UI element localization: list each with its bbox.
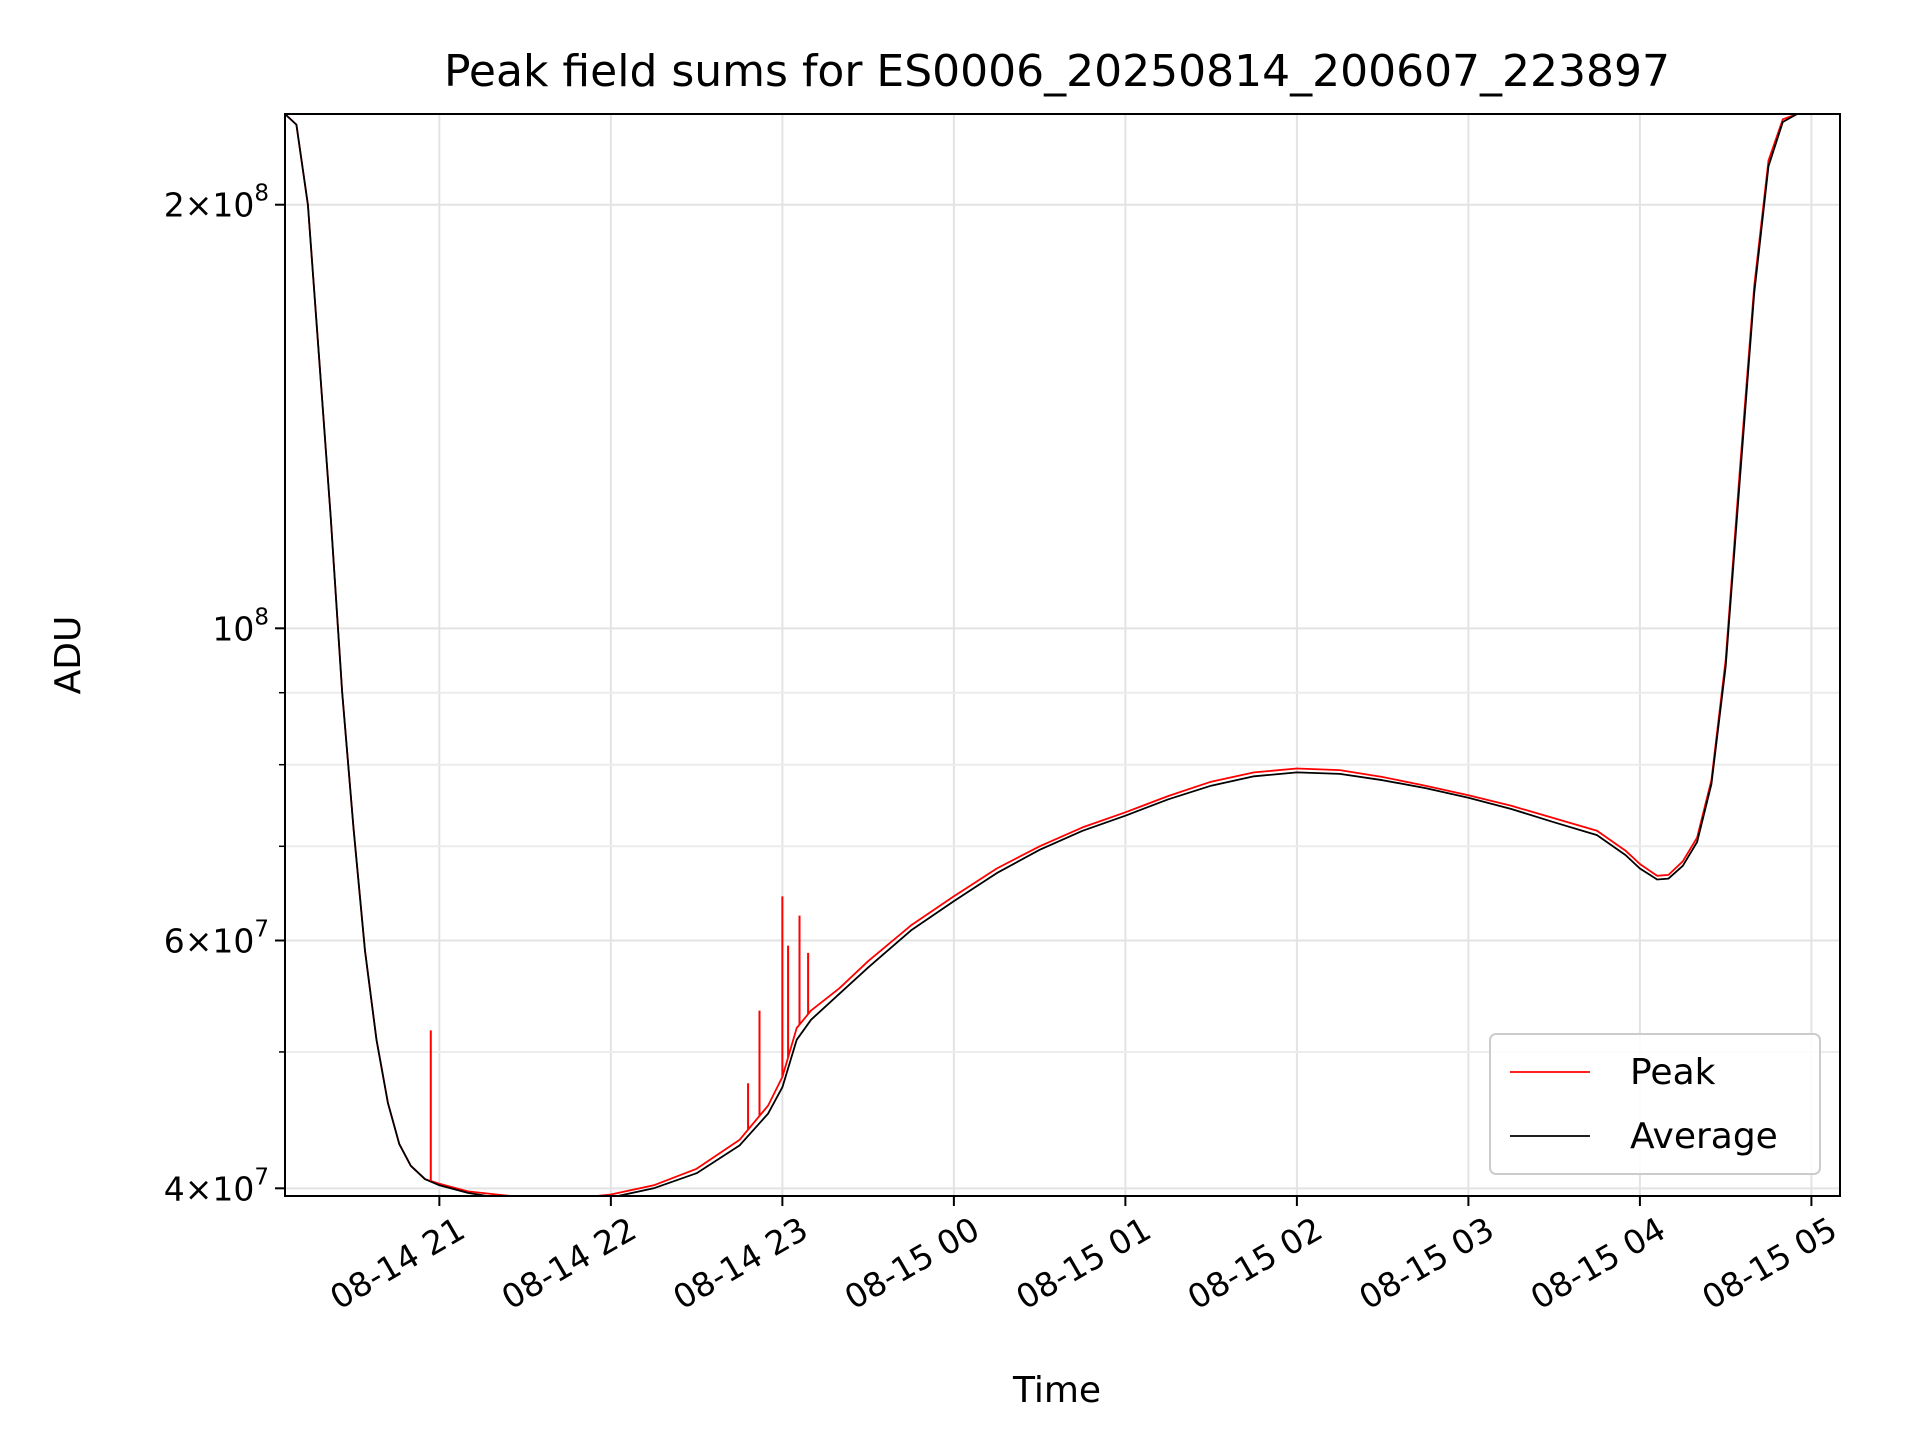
y-tick-mantissa: 4 (164, 1169, 185, 1208)
series-layer (285, 114, 1823, 1196)
grid (285, 114, 1840, 1196)
y-tick-label: 4×107 (164, 1164, 269, 1208)
y-tick-mantissa: 2 (164, 186, 185, 225)
y-axis-label: ADU (48, 616, 89, 695)
legend-label-peak: Peak (1630, 1052, 1716, 1093)
x-axis-label: Time (1012, 1370, 1101, 1411)
y-tick-exponent: 7 (254, 1164, 269, 1190)
y-tick-label: 2×108 (164, 181, 269, 225)
plot-frame (284, 113, 1841, 1197)
chart-title: Peak field sums for ES0006_20250814_2006… (444, 46, 1670, 97)
y-tick-exponent: 8 (254, 181, 269, 207)
y-tick-base: 10 (212, 609, 254, 648)
y-tick-times: ×10 (185, 186, 255, 225)
y-tick-label: 6×107 (164, 917, 269, 961)
y-tick-times: ×10 (185, 1169, 255, 1208)
legend-box (1489, 1033, 1821, 1175)
series-line-average (285, 114, 1823, 1196)
legend: Peak Average (1489, 1033, 1821, 1175)
y-tick-times: ×10 (185, 922, 255, 961)
legend-label-average: Average (1630, 1116, 1778, 1157)
y-tick-exponent: 8 (254, 604, 269, 630)
y-tick-mantissa: 6 (164, 922, 185, 961)
y-tick-exponent: 7 (254, 917, 269, 943)
y-tick-label: 108 (212, 604, 269, 648)
